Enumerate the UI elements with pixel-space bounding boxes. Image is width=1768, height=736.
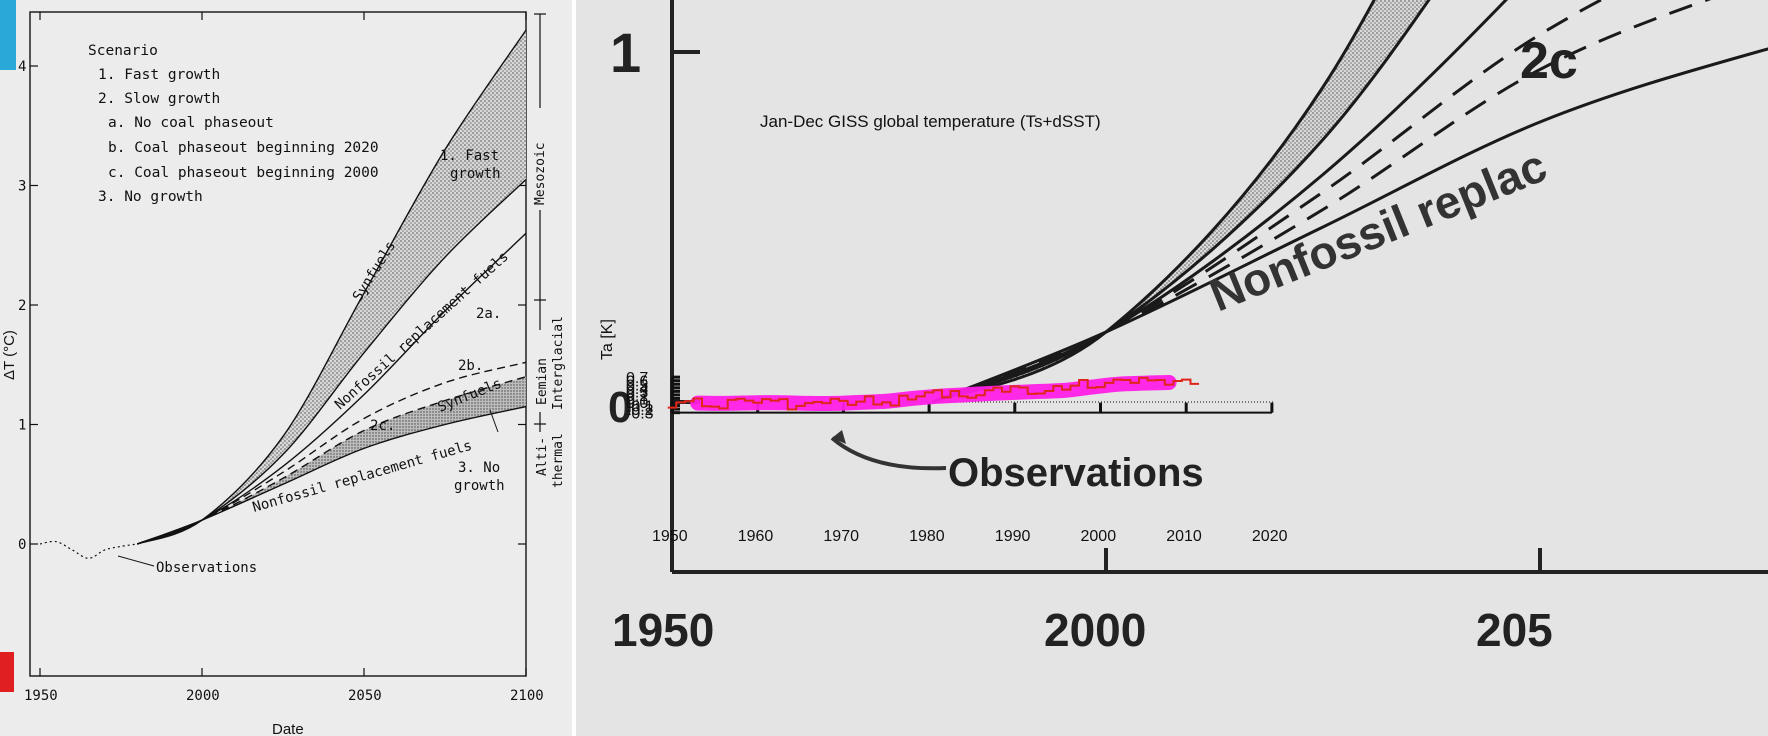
- annotation-no-growth: 3. No: [458, 460, 500, 476]
- annotation-fast-growth: 1. Fast: [440, 148, 499, 164]
- big-scenario-line: [931, 47, 1768, 404]
- overlay-y-tick-label: -0.2: [626, 402, 654, 419]
- annotation-no-growth: growth: [454, 478, 505, 494]
- left-y-tick-label: 2: [18, 298, 26, 314]
- era-altithermal: thermal: [551, 433, 566, 488]
- legend-heading: Scenario: [88, 43, 158, 59]
- overlay-tick-labels: -0.3-0.2-0.10.00.10.20.30.40.50.60.7 1950…: [626, 370, 1288, 545]
- overlay-x-tick-label: 2000: [1081, 528, 1117, 545]
- big-x-tick-label: 1950: [612, 604, 714, 656]
- left-panel: 0 1 2 3 4 1950 2000 2050 2100 ΔT (°C) Date Scena…: [0, 0, 572, 736]
- no-growth-pointer: [489, 409, 499, 433]
- left-tick-labels: 0 1 2 3 4 1950 2000 2050 2100: [18, 59, 544, 704]
- era-label-gap: [532, 432, 566, 488]
- left-scenario-lines: [136, 29, 527, 545]
- overlay-y-tick-label: 0.7: [626, 370, 648, 387]
- annotation-fast-growth: growth: [450, 166, 501, 182]
- era-label-gap: [532, 330, 566, 412]
- left-observations-curve: [39, 540, 138, 559]
- annotation-2a: 2a.: [476, 306, 501, 322]
- left-edge-accent: [0, 0, 16, 70]
- overlay-x-tick-label: 1960: [738, 528, 774, 545]
- era-label-gap: [532, 108, 548, 210]
- left-x-tick-label: 2100: [510, 688, 544, 704]
- right-panel: 1 0 1950 2000 205 2c Nonfossil replac Ob…: [572, 0, 1768, 736]
- annotation-observations: Observations: [156, 560, 257, 576]
- era-scale: Mesozoic Eemian Interglacial Alti- therm…: [532, 13, 566, 488]
- overlay-y-tick-label: 0.3: [626, 384, 648, 401]
- annual-temperature-steps: [667, 376, 1200, 411]
- big-scenario-line: [931, 0, 1605, 404]
- big-observations-arrowhead: [832, 430, 846, 444]
- overlay-x-tick-label: 1950: [652, 528, 688, 545]
- overlay-x-tick-label: 1990: [995, 528, 1031, 545]
- overlay-data: [667, 374, 1200, 412]
- big-scenario-label: 2c: [1520, 32, 1578, 90]
- big-observations-pointer: [830, 436, 947, 471]
- big-x-tick-label: 205: [1476, 604, 1553, 656]
- era-altithermal: Alti-: [535, 437, 550, 476]
- big-y-tick-label: 1: [610, 21, 641, 84]
- left-y-tick-label: 4: [18, 59, 26, 75]
- left-edge-red-mark: [0, 652, 14, 692]
- big-scenario-line: [931, 0, 1712, 404]
- left-y-tick-label: 0: [18, 537, 26, 553]
- observations-line: [39, 540, 138, 559]
- overlay-y-tick-label: 0.2: [626, 388, 648, 405]
- left-scenario-bands: [137, 30, 526, 544]
- legend-item: 2. Slow growth: [98, 91, 220, 107]
- era-eemian: Eemian: [535, 358, 550, 405]
- overlay-y-tick-label: 0.1: [626, 391, 648, 408]
- left-y-tick-label: 3: [18, 179, 26, 195]
- overlay-y-tick-label: 0.0: [626, 395, 648, 412]
- legend-item: c. Coal phaseout beginning 2000: [108, 165, 379, 181]
- legend-item: b. Coal phaseout beginning 2020: [108, 140, 379, 156]
- overlay-y-tick-label: 0.6: [626, 374, 648, 391]
- legend-item: 3. No growth: [98, 189, 203, 205]
- overlay-title: Jan-Dec GISS global temperature (Ts+dSST…: [760, 112, 1101, 131]
- era-eemian: Interglacial: [551, 316, 566, 410]
- overlay-x-tick-label: 1970: [823, 528, 859, 545]
- enlarged-background-chart: [670, 0, 1768, 574]
- legend-item: 1. Fast growth: [98, 67, 220, 83]
- overlay-y-tick-label: 0.4: [626, 381, 648, 398]
- overlay-y-tick-label: 0.5: [626, 377, 648, 394]
- big-y-tick-label: 0: [608, 383, 632, 432]
- left-plot-frame: [29, 11, 527, 677]
- overlay-x-tick-label: 1980: [909, 528, 945, 545]
- scenario-legend: Scenario 1. Fast growth 2. Slow growth a…: [88, 43, 379, 205]
- big-fast-growth-band: [932, 0, 1429, 402]
- annotation-2c: 2c.: [370, 418, 395, 434]
- legend-item: a. No coal phaseout: [108, 115, 274, 131]
- big-observations-label: Observations: [948, 451, 1204, 495]
- era-mesozoic: Mesozoic: [533, 142, 548, 205]
- observations-pointer: [117, 555, 155, 567]
- overlay-y-tick-label: -0.3: [626, 406, 654, 423]
- overlay-x-tick-label: 2010: [1166, 528, 1202, 545]
- overlay-ylabel: Ta [K]: [599, 319, 616, 360]
- left-x-tick-label: 2050: [348, 688, 382, 704]
- overlay-y-tick-label: -0.1: [626, 399, 654, 416]
- left-y-tick-label: 1: [18, 418, 26, 434]
- scenario-line: [136, 405, 527, 545]
- annotation-2b: 2b.: [458, 358, 483, 374]
- left-x-tick-label: 1950: [24, 688, 58, 704]
- big-x-tick-label: 2000: [1044, 604, 1146, 656]
- left-xlabel: Date: [272, 721, 304, 736]
- overlay-x-tick-label: 2020: [1252, 528, 1288, 545]
- left-ylabel: ΔT (°C): [1, 330, 18, 380]
- right-panel-background: [576, 0, 1768, 736]
- left-x-tick-label: 2000: [186, 688, 220, 704]
- slow-growth-band: [137, 376, 526, 544]
